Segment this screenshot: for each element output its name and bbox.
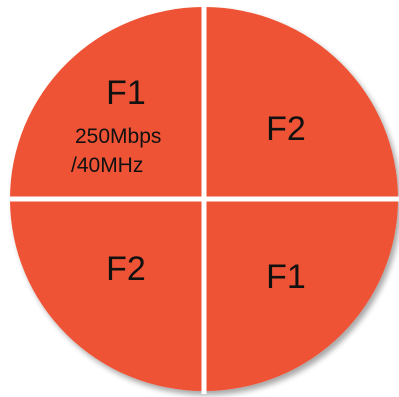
top-right-label: F2	[266, 110, 306, 148]
quadrant-top-right	[204, 7, 398, 199]
quadrant-bottom-right	[204, 199, 398, 391]
top-left-label: F1	[106, 74, 146, 112]
bottom-right-label: F1	[266, 258, 306, 296]
quadrant-top-left	[10, 7, 204, 199]
top-left-rate-line: 250Mbps	[75, 125, 161, 148]
top-left-bandwidth-line: /40MHz	[71, 154, 143, 177]
quadrant-bottom-left	[10, 199, 204, 391]
bottom-left-label: F2	[106, 250, 146, 288]
